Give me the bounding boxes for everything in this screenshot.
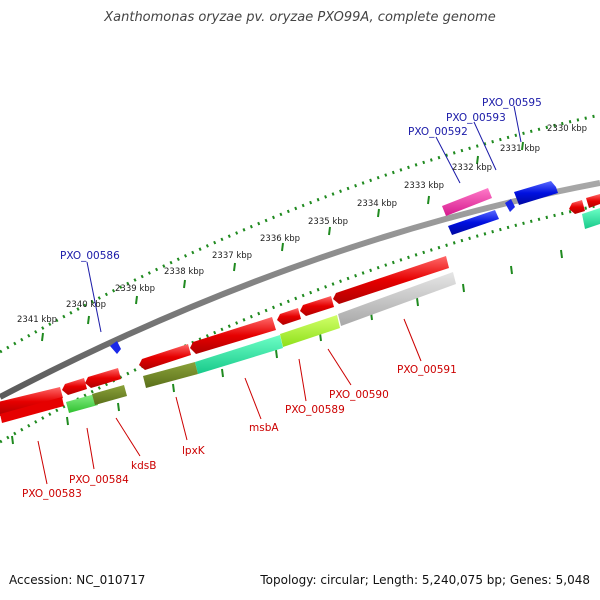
outer-dotted-ring bbox=[0, 113, 600, 354]
reverse-genes bbox=[0, 194, 600, 416]
gene-small-rev-right bbox=[569, 200, 585, 214]
gene-pxo-00593 bbox=[448, 210, 499, 235]
gene-pxo-00583 bbox=[0, 387, 63, 416]
gene-pxo-00586 bbox=[110, 341, 121, 354]
cog-bar-lpxK bbox=[143, 362, 198, 388]
gene-label: PXO_00583 bbox=[22, 488, 82, 500]
cog-bar-pxo-00589 bbox=[280, 315, 340, 347]
gene-label: PXO_00589 bbox=[285, 404, 345, 416]
gene-pxo-00591 bbox=[333, 256, 449, 304]
kbp-label: 2339 kbp bbox=[115, 284, 155, 294]
outer-tick-ring bbox=[0, 113, 600, 354]
kbp-tick bbox=[135, 295, 138, 305]
kbp-label: 2331 kbp bbox=[500, 144, 540, 154]
kbp-label: 2330 kbp bbox=[547, 124, 587, 134]
genome-title: Xanthomonas oryzae pv. oryzae PXO99A, co… bbox=[104, 10, 496, 25]
gene-label: kdsB bbox=[131, 460, 156, 472]
kbp-label: 2332 kbp bbox=[452, 163, 492, 173]
gene-label: PXO_00584 bbox=[69, 474, 129, 486]
kbp-label: 2341 kbp bbox=[17, 315, 57, 325]
label-leaders bbox=[37, 105, 522, 485]
kbp-tick bbox=[87, 315, 90, 325]
gene-msbA bbox=[190, 317, 276, 354]
cog-bar-pxo-00583 bbox=[0, 397, 64, 423]
gene-pxo-00590 bbox=[300, 296, 334, 316]
gene-pxo-00589 bbox=[277, 308, 301, 325]
kbp-tick bbox=[476, 155, 479, 165]
kbp-label: 2335 kbp bbox=[308, 217, 348, 227]
topology-summary: Topology: circular; Length: 5,240,075 bp… bbox=[260, 573, 590, 587]
gene-label: PXO_00593 bbox=[446, 112, 506, 124]
kbp-tick bbox=[377, 208, 380, 218]
kbp-label: 2336 kbp bbox=[260, 234, 300, 244]
cog-bar-pxo-00591 bbox=[338, 272, 456, 326]
gene-kdsB bbox=[85, 368, 121, 388]
gene-edge-rev-right bbox=[586, 194, 600, 208]
kbp-tick bbox=[183, 279, 186, 289]
kbp-tick bbox=[233, 262, 236, 272]
gene-label: PXO_00590 bbox=[329, 389, 389, 401]
gene-small-fwd bbox=[505, 199, 515, 212]
gene-label: lpxK bbox=[182, 445, 206, 457]
cog-bar-kdsB bbox=[92, 385, 127, 405]
cog-bar-pxo-00584 bbox=[66, 394, 98, 413]
kbp-tick bbox=[427, 195, 430, 205]
gene-label: PXO_00591 bbox=[397, 364, 457, 376]
forward-gene-labels: PXO_00595 PXO_00593 PXO_00592 PXO_00586 bbox=[60, 97, 542, 262]
kbp-label: 2340 kbp bbox=[66, 300, 106, 310]
gene-pxo-00592 bbox=[442, 188, 492, 216]
kbp-tick bbox=[281, 242, 284, 252]
kbp-label: 2334 kbp bbox=[357, 199, 397, 209]
kbp-tick bbox=[41, 332, 44, 342]
gene-label: PXO_00592 bbox=[408, 126, 468, 138]
gene-label: msbA bbox=[249, 422, 279, 434]
forward-genes bbox=[110, 181, 558, 354]
kbp-label: 2333 kbp bbox=[404, 181, 444, 191]
inner-dotted-ring bbox=[0, 203, 600, 444]
cog-category-bars bbox=[0, 208, 600, 423]
kbp-labels: 2330 kbp 2331 kbp 2332 kbp 2333 kbp 2334… bbox=[17, 124, 587, 325]
cog-bar-msbA bbox=[195, 335, 283, 374]
gene-lpxK bbox=[139, 344, 191, 370]
gene-label: PXO_00595 bbox=[482, 97, 542, 109]
reverse-gene-labels: PXO_00583 PXO_00584 kdsB lpxK msbA PXO_0… bbox=[22, 364, 457, 500]
kbp-label: 2337 kbp bbox=[212, 251, 252, 261]
gene-pxo-00584 bbox=[62, 378, 87, 395]
cog-bar-right-edge bbox=[582, 208, 600, 229]
kbp-tick bbox=[521, 141, 524, 151]
kbp-tick bbox=[328, 226, 331, 236]
gene-label: PXO_00586 bbox=[60, 250, 120, 262]
kbp-label: 2338 kbp bbox=[164, 267, 204, 277]
genome-backbone bbox=[0, 180, 600, 400]
accession-text: Accession: NC_010717 bbox=[9, 573, 146, 587]
gene-pxo-00595 bbox=[514, 181, 558, 205]
